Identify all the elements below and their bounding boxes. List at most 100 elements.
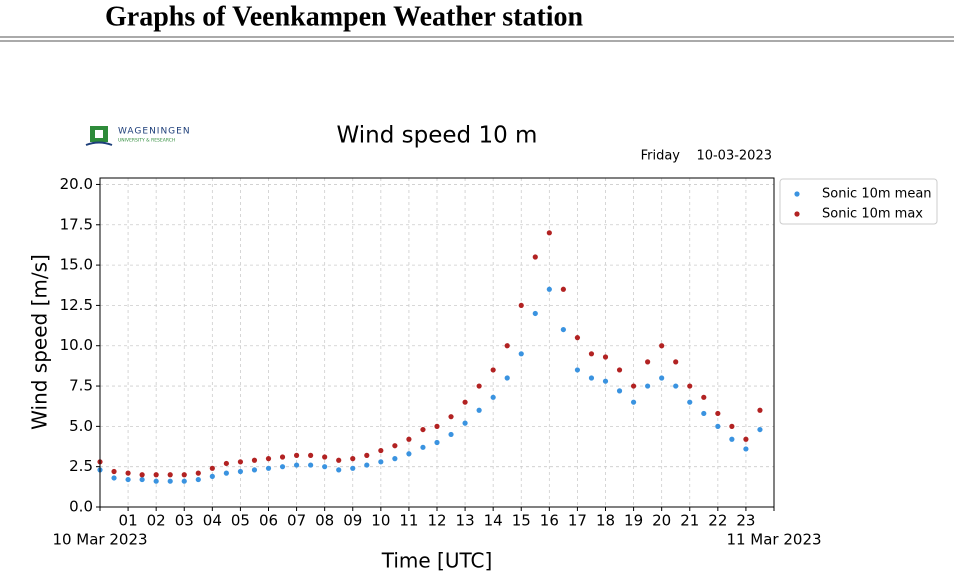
x-tick-label: 14 <box>484 512 503 530</box>
y-tick-label: 2.5 <box>69 457 93 475</box>
x-tick-label: 06 <box>259 512 278 530</box>
point <box>518 351 524 357</box>
point <box>153 478 159 484</box>
y-tick-label: 7.5 <box>69 377 93 395</box>
point <box>715 410 721 417</box>
y-axis-label: Wind speed [m/s] <box>28 254 52 430</box>
point <box>406 451 412 457</box>
plot-frame <box>99 177 775 508</box>
point <box>322 454 328 460</box>
legend-label: Sonic 10m max <box>822 207 923 222</box>
logo-subtitle: UNIVERSITY & RESEARCH <box>118 138 175 144</box>
point <box>490 394 496 400</box>
point <box>237 459 244 465</box>
y-tick-label: 0.0 <box>69 498 93 516</box>
point <box>265 465 272 471</box>
point <box>673 383 679 389</box>
point <box>336 467 342 473</box>
point <box>223 460 229 467</box>
point <box>560 326 566 333</box>
legend: Sonic 10m mean Sonic 10m max <box>779 178 938 225</box>
point <box>504 343 510 349</box>
point <box>645 359 651 365</box>
point <box>195 476 201 483</box>
point <box>490 367 496 373</box>
point <box>364 462 370 468</box>
point <box>701 394 707 400</box>
point <box>378 459 384 465</box>
x-tick-label: 16 <box>540 512 559 530</box>
point <box>574 367 581 373</box>
x-axis-label: Time [UTC] <box>381 549 493 573</box>
point <box>729 423 735 429</box>
x-tick-label: 10 Mar 2023 <box>52 531 147 549</box>
x-tick-label: 10 <box>371 512 390 530</box>
point <box>336 457 342 463</box>
point <box>715 423 721 429</box>
y-tick-label: 20.0 <box>60 175 93 193</box>
x-tick-label: 21 <box>680 512 699 530</box>
point <box>588 351 595 357</box>
point <box>251 467 258 473</box>
grid: 0.0 2.5 5.0 7.5 10.0 12.5 15.0 17.5 20.0 10 Mar 2… <box>52 175 821 549</box>
point <box>687 399 693 405</box>
logo: WAGENINGEN UNIVERSITY & RESEARCH <box>85 126 191 146</box>
point <box>308 462 314 468</box>
point <box>293 452 300 458</box>
y-tick-label: 10.0 <box>60 336 93 354</box>
logo-mark <box>85 141 113 146</box>
point <box>181 478 187 484</box>
point <box>265 456 272 462</box>
point <box>602 354 609 360</box>
point <box>195 470 201 476</box>
x-tick-label: 08 <box>315 512 334 530</box>
x-tick-label: 13 <box>456 512 475 530</box>
x-tick-label: 12 <box>427 512 446 530</box>
day: Friday <box>641 149 681 164</box>
x-tick-label: 07 <box>287 512 306 530</box>
point <box>462 420 468 426</box>
point <box>279 454 286 460</box>
point <box>630 399 637 405</box>
logo-mark <box>95 130 103 138</box>
point <box>209 465 215 471</box>
x-tick-label: 20 <box>652 512 671 530</box>
point <box>181 472 187 478</box>
point <box>757 407 763 413</box>
legend-marker <box>794 211 800 217</box>
point <box>659 375 665 381</box>
x-tick-label: 03 <box>175 512 194 530</box>
point <box>125 476 131 483</box>
point <box>476 383 482 389</box>
point <box>167 472 173 478</box>
logo-name: WAGENINGEN <box>118 127 191 137</box>
point <box>434 423 440 429</box>
point <box>687 383 693 389</box>
x-tick-label: 02 <box>147 512 166 530</box>
x-tick-label: 15 <box>512 512 531 530</box>
x-tick-label: 11 Mar 2023 <box>726 531 821 549</box>
point <box>111 468 117 475</box>
point <box>659 343 665 349</box>
chart-title: Wind speed 10 m <box>337 123 538 149</box>
x-tick-label: 01 <box>119 512 138 530</box>
point <box>153 472 159 478</box>
y-tick-label: 5.0 <box>69 417 93 435</box>
point <box>125 470 131 476</box>
point <box>574 335 581 341</box>
plot <box>97 230 763 484</box>
point <box>701 410 707 417</box>
point <box>139 476 145 483</box>
point <box>546 230 552 236</box>
date: 10-03-2023 <box>696 149 772 164</box>
point <box>420 426 426 433</box>
point <box>645 383 651 389</box>
point <box>378 447 384 454</box>
point <box>293 462 300 468</box>
legend-marker <box>794 191 800 197</box>
point <box>729 436 735 442</box>
point <box>588 375 595 381</box>
point <box>350 465 356 471</box>
point <box>392 443 398 449</box>
point <box>279 464 286 470</box>
